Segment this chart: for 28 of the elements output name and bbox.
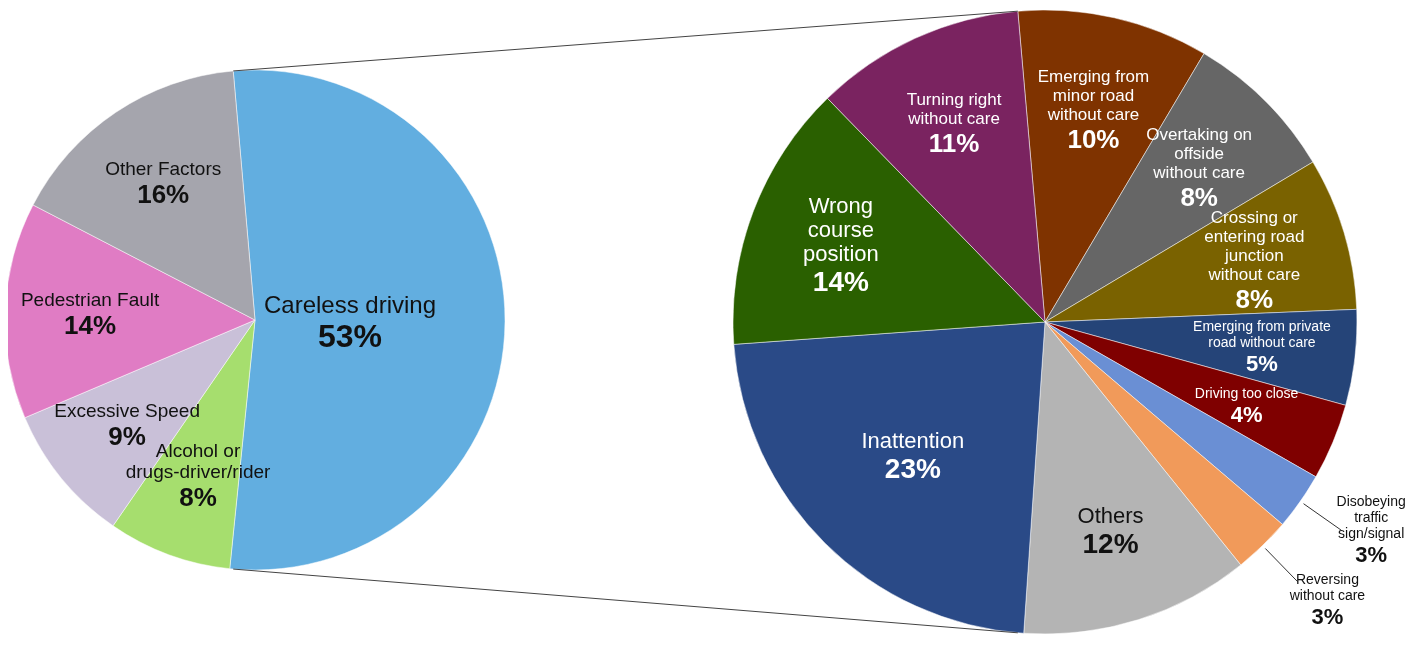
slice-label: Excessive Speed — [54, 399, 201, 421]
slice-label: Driving too close — [1194, 385, 1299, 402]
data-label: 4% — [1230, 402, 1263, 428]
data-label: 14% — [64, 310, 117, 341]
slice-label: Turning right without care — [906, 90, 1002, 129]
slice-label: Wrong course position — [802, 193, 879, 267]
data-label: 11% — [928, 128, 980, 159]
data-label: 3% — [1355, 542, 1388, 568]
slice-label: Pedestrian Fault — [20, 289, 161, 311]
slice-label: Careless driving — [263, 290, 437, 318]
slice-label: Other Factors — [105, 158, 222, 180]
data-label: 3% — [1311, 604, 1344, 630]
slice-label: Others — [1077, 503, 1144, 529]
data-label: 14% — [812, 266, 870, 298]
data-label: 8% — [1180, 181, 1218, 212]
slice-label: Reversing without care — [1288, 571, 1366, 604]
data-label: 16% — [137, 179, 190, 210]
slice-label: Emerging from private road without care — [1193, 318, 1332, 351]
slice-label: Disobeying traffic sign/signal — [1336, 493, 1406, 542]
data-label: 12% — [1082, 528, 1139, 560]
slice-label: Emerging from minor road without care — [1037, 66, 1150, 124]
data-label: 10% — [1067, 123, 1120, 154]
data-label: 53% — [317, 317, 383, 354]
data-label: 23% — [884, 452, 941, 484]
data-label: 8% — [1235, 283, 1274, 314]
slice-label: Inattention — [861, 427, 965, 453]
data-label: 8% — [179, 481, 217, 512]
data-label: 5% — [1246, 351, 1278, 377]
